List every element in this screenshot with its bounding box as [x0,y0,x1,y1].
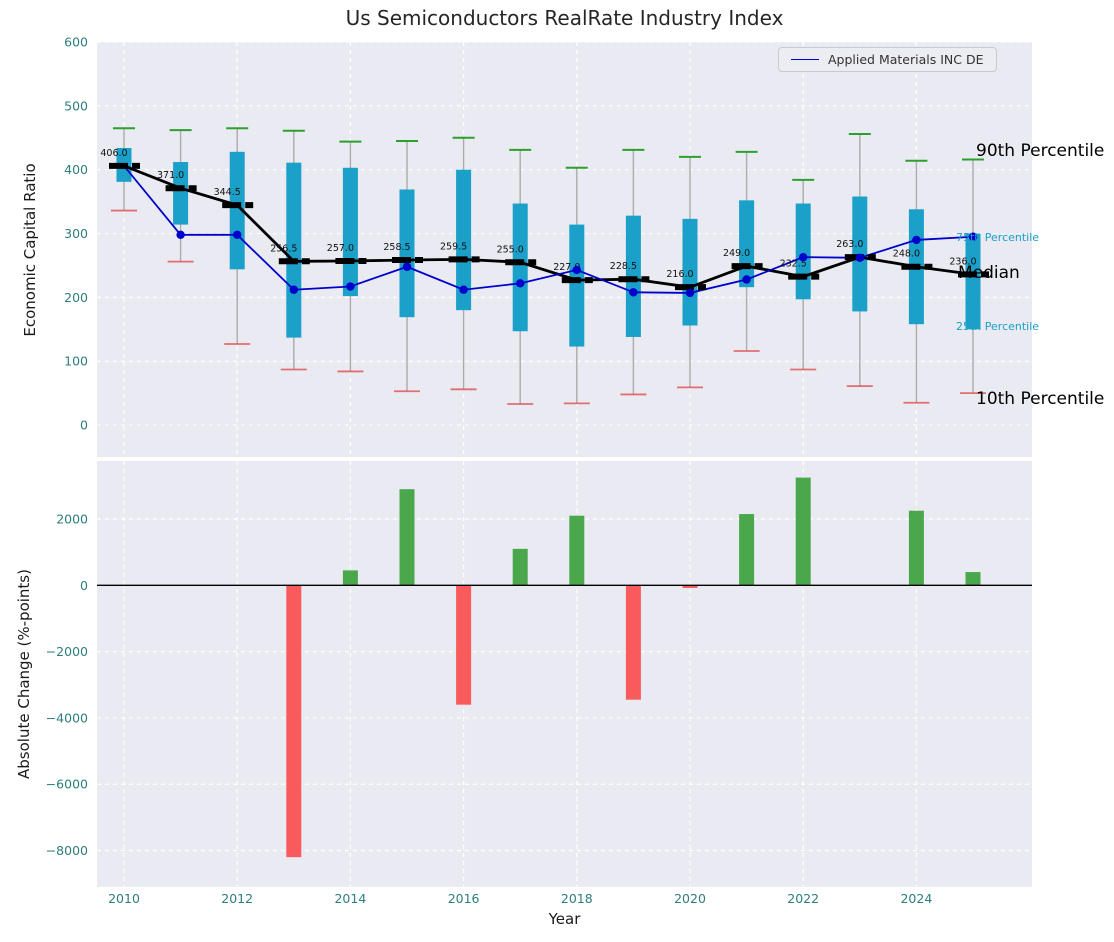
y-tick-bottom--6000: −6000 [46,777,88,792]
change-bar-2017 [512,548,528,586]
median-label-2015: 258.5 [383,242,410,253]
y-tick-bottom--2000: −2000 [46,644,88,659]
change-bar-2020 [682,585,698,588]
x-tick-2010: 2010 [108,891,140,906]
x-tick-2020: 2020 [674,891,706,906]
median-label-2020: 216.0 [666,269,693,280]
legend-line-sample [791,59,819,60]
y-tick-top-200: 200 [64,290,88,305]
iqr-box-2021 [739,200,755,288]
median-label-2025: 236.0 [949,256,976,267]
company-dot-2011 [176,230,185,240]
iqr-box-2017 [512,203,528,332]
company-dot-2025 [968,232,978,241]
x-tick-2012: 2012 [221,891,253,906]
x-tick-2014: 2014 [334,891,366,906]
y-tick-top-400: 400 [64,162,88,177]
y-tick-top-0: 0 [80,418,88,433]
change-bar-2016 [456,585,472,705]
company-dot-2015 [402,262,412,271]
bottom-y-axis-label: Absolute Change (%-points) [15,569,33,779]
company-line [123,165,974,294]
x-tick-2016: 2016 [448,891,480,906]
company-dot-2022 [799,252,808,262]
change-bar-2015 [399,489,415,586]
iqr-box-2015 [399,189,415,318]
median-label-2010: 406.0 [100,148,127,159]
annotation-25th-percentile: 25th Percentile [956,320,1040,333]
median-label-2013: 256.5 [270,243,297,254]
change-bar-2025 [965,572,981,586]
y-tick-bottom--8000: −8000 [46,843,88,858]
company-dot-2013 [289,285,298,294]
change-bar-2013 [286,585,302,858]
company-dot-2018 [572,265,581,275]
y-tick-bottom-0: 0 [80,578,88,593]
change-bar-2018 [569,515,585,586]
median-label-2022: 232.5 [780,259,807,270]
top-y-axis-label: Economic Capital Ratio [21,163,39,337]
y-tick-top-500: 500 [64,98,88,113]
change-bar-2014 [342,570,358,586]
median-label-2018: 227.0 [553,262,580,273]
company-dot-2019 [629,288,638,297]
annotation-90th-percentile: 90th Percentile [976,141,1105,161]
legend: Applied Materials INC DE [778,47,997,72]
iqr-box-2016 [456,169,472,311]
y-tick-top-300: 300 [64,226,88,241]
company-dot-2023 [855,253,864,262]
median-label-2024: 248.0 [893,249,920,260]
change-bar-2022 [795,477,811,586]
iqr-box-2014 [342,167,358,297]
company-dot-2021 [742,275,751,284]
median-label-2012: 344.5 [214,187,241,198]
x-tick-2018: 2018 [561,891,593,906]
iqr-box-2012 [229,151,245,270]
chart-title: Us Semiconductors RealRate Industry Inde… [345,6,784,30]
y-tick-bottom--4000: −4000 [46,710,88,725]
median-label-2019: 228.5 [610,261,637,272]
iqr-box-2022 [795,203,811,300]
annotation-10th-percentile: 10th Percentile [976,389,1105,409]
median-label-2014: 257.0 [327,243,354,254]
iqr-box-2018 [569,224,585,347]
company-dot-2012 [233,230,242,240]
x-tick-2024: 2024 [900,891,932,906]
legend-label: Applied Materials INC DE [828,52,984,67]
median-line [123,164,974,289]
x-tick-2022: 2022 [787,891,819,906]
company-dot-2014 [346,282,355,291]
median-label-2017: 255.0 [497,244,524,255]
iqr-box-2011 [173,162,189,225]
annotation-median: Median [958,263,1020,283]
change-bar-2019 [625,585,641,700]
y-tick-top-600: 600 [64,35,88,50]
bottom-plot-background [97,461,1032,887]
x-axis-label: Year [548,910,581,928]
iqr-box-2020 [682,218,698,326]
company-dot-2016 [459,285,468,294]
y-tick-bottom-2000: 2000 [56,512,88,527]
iqr-box-2013 [286,162,302,338]
median-label-2021: 249.0 [723,248,750,259]
median-label-2023: 263.0 [836,239,863,250]
company-dot-2020 [685,288,695,298]
annotation-75th-percentile: 75th Percentile [956,231,1040,244]
company-dot-2024 [912,235,921,245]
change-bar-2024 [908,510,924,586]
median-label-2011: 371.0 [157,170,184,181]
iqr-box-2025 [965,233,981,330]
company-dot-2017 [516,279,525,288]
change-bar-2021 [739,514,755,586]
median-label-2016: 259.5 [440,241,467,252]
y-tick-top-100: 100 [64,354,88,369]
